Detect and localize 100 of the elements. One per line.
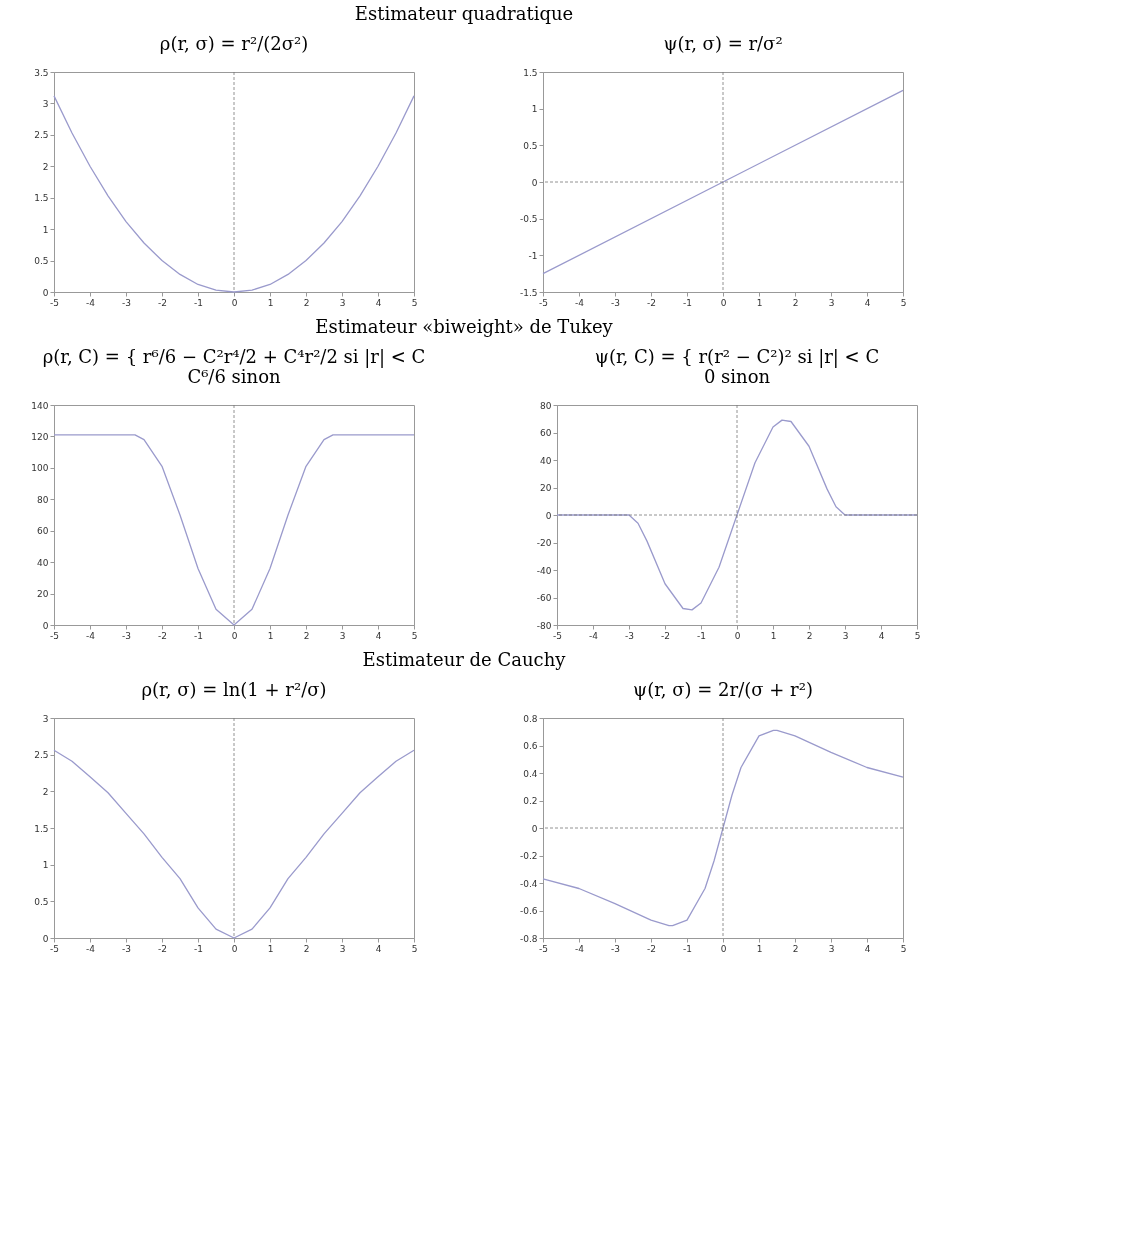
- text: Estimateur de Cauchy: [362, 649, 567, 670]
- y-tick-label: 20: [37, 589, 49, 600]
- text: Estimateur «biweight» de Tukey: [315, 316, 614, 337]
- line-series: [53, 95, 415, 293]
- y-tick-label: 80: [37, 494, 49, 505]
- x-tick-label: 1: [267, 630, 274, 641]
- x-tick-label: 3: [828, 943, 835, 954]
- x-tick-label: 5: [411, 630, 418, 641]
- x-tick-label: 0: [734, 630, 741, 641]
- x-tick-label: 4: [375, 297, 382, 308]
- y-tick-label: 0: [545, 510, 552, 521]
- x-tick-label: -3: [611, 297, 620, 308]
- y-tick-label: 40: [540, 455, 552, 466]
- x-tick-label: 0: [231, 297, 238, 308]
- x-tick-label: -5: [50, 630, 59, 641]
- x-tick-label: -5: [539, 297, 548, 308]
- y-tick-label: 2.5: [34, 750, 49, 761]
- y-tick-label: 1: [42, 860, 49, 871]
- text: Estimateur quadratique: [354, 3, 574, 24]
- chart-title: ρ(r, σ) = ln(1 + r²/σ): [141, 679, 327, 700]
- y-tick-label: 0: [531, 823, 538, 834]
- x-tick-label: 1: [267, 943, 274, 954]
- y-tick-label: 100: [31, 463, 49, 474]
- x-tick-label: -1: [683, 943, 692, 954]
- x-tick-label: -3: [611, 943, 620, 954]
- x-tick-label: -1: [194, 630, 203, 641]
- y-tick-label: 0.4: [523, 768, 538, 779]
- x-tick-label: -5: [50, 943, 59, 954]
- x-tick-label: 4: [375, 943, 382, 954]
- x-tick-label: -2: [661, 630, 670, 641]
- y-tick-label: -1.5: [519, 287, 538, 298]
- x-tick-label: -3: [122, 297, 131, 308]
- x-tick-label: 3: [842, 630, 849, 641]
- y-tick-label: 1.5: [34, 193, 49, 204]
- y-tick-label: 2: [42, 786, 49, 797]
- line-series: [542, 729, 904, 927]
- y-tick-label: 80: [540, 400, 552, 411]
- x-tick-label: 5: [914, 630, 921, 641]
- x-tick-label: -1: [194, 297, 203, 308]
- y-tick-label: 2: [42, 161, 49, 172]
- x-tick-label: 4: [864, 943, 871, 954]
- x-tick-label: 2: [792, 943, 799, 954]
- y-tick-label: 1.5: [523, 67, 538, 78]
- x-tick-label: 2: [303, 630, 310, 641]
- x-tick-label: 3: [339, 297, 346, 308]
- x-tick-label: -5: [50, 297, 59, 308]
- y-tick-label: -1: [528, 250, 538, 261]
- x-tick-label: 1: [756, 943, 763, 954]
- x-tick-label: 1: [267, 297, 274, 308]
- x-tick-label: -3: [122, 943, 131, 954]
- y-tick-label: -0.4: [519, 878, 538, 889]
- y-tick-label: -0.8: [519, 933, 538, 944]
- y-tick-label: 0.6: [523, 741, 538, 751]
- x-tick-label: 3: [828, 297, 835, 308]
- x-tick-label: 2: [303, 297, 310, 308]
- x-tick-label: -4: [575, 943, 585, 954]
- y-tick-label: 1: [531, 104, 538, 115]
- y-tick-label: -0.6: [519, 906, 538, 916]
- y-tick-label: 60: [540, 428, 552, 438]
- x-tick-label: 4: [878, 630, 885, 641]
- y-tick-label: 120: [31, 431, 49, 442]
- x-tick-label: -2: [158, 943, 167, 954]
- y-tick-label: 0.5: [34, 896, 49, 907]
- y-tick-label: 1.5: [34, 823, 49, 834]
- x-tick-label: -2: [647, 297, 656, 308]
- y-tick-label: 3: [42, 713, 49, 724]
- x-tick-label: -2: [158, 297, 167, 308]
- chart-title: ψ(r, σ) = r/σ²: [663, 33, 783, 54]
- x-tick-label: 2: [792, 297, 799, 308]
- y-tick-label: -20: [536, 538, 552, 548]
- chart-title: ρ(r, C) = { r⁶/6 − C²r⁴/2 + C⁴r²/2 si |r| < C C⁶/6 sinon: [42, 346, 426, 387]
- x-tick-label: -4: [575, 297, 585, 308]
- y-tick-label: 140: [31, 400, 49, 411]
- x-tick-label: -4: [86, 630, 96, 641]
- y-tick-label: -80: [536, 620, 552, 631]
- y-tick-label: 1: [42, 224, 49, 235]
- x-tick-label: 1: [756, 297, 763, 308]
- x-tick-label: -1: [697, 630, 706, 641]
- y-tick-label: 20: [540, 483, 552, 493]
- y-tick-label: 0.8: [523, 713, 538, 724]
- y-tick-label: 0: [42, 933, 49, 944]
- x-tick-label: 4: [864, 297, 871, 308]
- y-tick-label: 0.5: [34, 256, 49, 267]
- x-tick-label: -4: [589, 630, 599, 641]
- x-tick-label: -2: [647, 943, 656, 954]
- x-tick-label: -3: [625, 630, 634, 641]
- y-tick-label: 3: [42, 98, 49, 109]
- y-tick-label: 0: [42, 620, 49, 631]
- x-tick-label: 3: [339, 630, 346, 641]
- y-tick-label: 40: [37, 557, 49, 568]
- x-tick-label: 4: [375, 630, 382, 641]
- x-tick-label: 1: [770, 630, 777, 641]
- chart-title: ψ(r, σ) = 2r/(σ + r²): [633, 679, 813, 700]
- y-tick-label: 0.5: [523, 140, 538, 151]
- chart-title: ψ(r, C) = { r(r² − C²)² si |r| < C 0 sinon: [594, 346, 880, 387]
- x-tick-label: -4: [86, 943, 96, 954]
- y-tick-label: -40: [536, 565, 552, 576]
- y-tick-label: -60: [536, 593, 552, 603]
- y-tick-label: 0.2: [523, 796, 538, 806]
- x-tick-label: -3: [122, 630, 131, 641]
